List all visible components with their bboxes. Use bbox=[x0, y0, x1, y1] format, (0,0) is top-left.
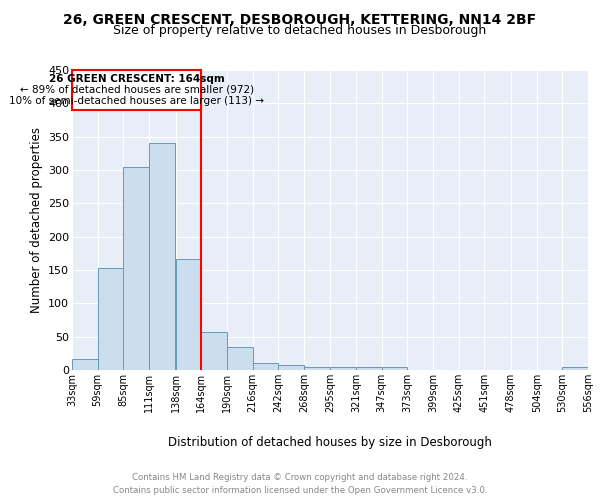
Text: Contains HM Land Registry data © Crown copyright and database right 2024.
Contai: Contains HM Land Registry data © Crown c… bbox=[113, 474, 487, 495]
Bar bbox=[176, 258, 201, 370]
Text: Size of property relative to detached houses in Desborough: Size of property relative to detached ho… bbox=[113, 24, 487, 37]
Bar bbox=[382, 368, 407, 370]
Bar bbox=[98, 268, 124, 370]
Text: ← 89% of detached houses are smaller (972): ← 89% of detached houses are smaller (97… bbox=[20, 85, 254, 95]
Bar bbox=[201, 332, 227, 370]
Text: 10% of semi-detached houses are larger (113) →: 10% of semi-detached houses are larger (… bbox=[9, 96, 264, 106]
Bar bbox=[356, 368, 382, 370]
Text: Distribution of detached houses by size in Desborough: Distribution of detached houses by size … bbox=[168, 436, 492, 449]
Y-axis label: Number of detached properties: Number of detached properties bbox=[29, 127, 43, 313]
Bar bbox=[124, 166, 149, 370]
Bar bbox=[227, 346, 253, 370]
Bar bbox=[331, 368, 356, 370]
Text: 26, GREEN CRESCENT, DESBOROUGH, KETTERING, NN14 2BF: 26, GREEN CRESCENT, DESBOROUGH, KETTERIN… bbox=[64, 12, 536, 26]
Bar bbox=[278, 366, 304, 370]
Bar bbox=[72, 358, 98, 370]
Bar bbox=[253, 364, 278, 370]
Bar bbox=[304, 366, 329, 370]
FancyBboxPatch shape bbox=[72, 70, 201, 110]
Text: 26 GREEN CRESCENT: 164sqm: 26 GREEN CRESCENT: 164sqm bbox=[49, 74, 224, 84]
Bar bbox=[149, 144, 175, 370]
Bar bbox=[562, 366, 588, 370]
